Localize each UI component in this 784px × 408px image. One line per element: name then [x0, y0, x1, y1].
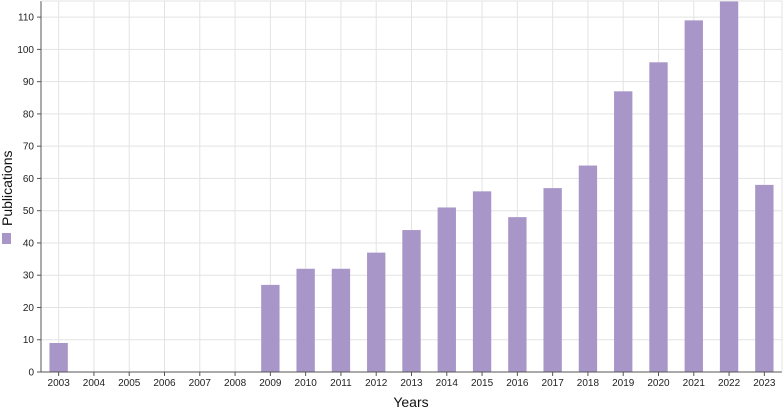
y-tick-label: 100	[17, 45, 34, 56]
y-tick-label: 40	[23, 238, 35, 249]
bar-2022	[719, 1, 739, 372]
x-tick-label: 2019	[612, 378, 635, 389]
bar-2016	[508, 217, 527, 372]
x-tick-label: 2020	[647, 378, 670, 389]
bar-2013	[402, 230, 421, 372]
x-tick-label: 2014	[436, 378, 459, 389]
x-tick-label: 2007	[189, 378, 212, 389]
bar-2010	[296, 268, 315, 372]
y-tick-label: 30	[23, 271, 35, 282]
y-tick-label: 70	[23, 142, 35, 153]
bar-2021	[684, 20, 703, 373]
x-tick-label: 2012	[365, 378, 388, 389]
legend-label: Publications	[0, 151, 15, 227]
axes	[37, 0, 783, 376]
bar-2009	[261, 284, 280, 372]
bar-2017	[543, 188, 562, 372]
legend-swatch	[2, 233, 11, 244]
x-tick-label: 2022	[718, 378, 741, 389]
x-tick-labels: 2003 2004 2005 2006 2007 2008 2009 2010 2011 2012…	[48, 378, 776, 389]
y-tick-label: 10	[23, 335, 35, 346]
bar-2020	[649, 62, 668, 372]
x-tick-label: 2010	[295, 378, 318, 389]
bar-2015	[472, 191, 492, 372]
x-axis-title: Years	[393, 394, 428, 408]
x-tick-label: 2005	[118, 378, 141, 389]
x-tick-label: 2004	[83, 378, 106, 389]
x-tick-label: 2009	[259, 378, 282, 389]
y-tick-label: 90	[23, 77, 35, 88]
x-tick-label: 2006	[153, 378, 176, 389]
y-tick-label: 80	[23, 109, 35, 120]
bar-2018	[578, 165, 598, 372]
bar-2023	[755, 184, 774, 372]
x-tick-label: 2008	[224, 378, 247, 389]
x-tick-label: 2011	[330, 378, 352, 389]
x-tick-label: 2018	[577, 378, 600, 389]
y-tick-label: 50	[23, 206, 35, 217]
x-tick-label: 2003	[48, 378, 71, 389]
y-tick-label: 110	[18, 13, 34, 24]
bars	[49, 1, 774, 373]
x-tick-label: 2021	[683, 378, 706, 389]
x-tick-label: 2016	[506, 378, 529, 389]
x-tick-label: 2013	[400, 378, 423, 389]
x-tick-label: 2017	[542, 378, 565, 389]
bar-2003	[49, 342, 68, 372]
x-tick-label: 2023	[753, 378, 776, 389]
y-tick-label: 60	[23, 174, 35, 185]
bar-2012	[367, 252, 386, 372]
x-tick-label: 2015	[471, 378, 494, 389]
y-tick-label: 20	[23, 303, 35, 314]
bar-2014	[437, 207, 456, 372]
y-tick-label: 0	[28, 368, 34, 379]
bar-2011	[331, 268, 351, 372]
bar-2019	[614, 91, 633, 372]
y-tick-labels: 0 10 20 30 40 50 60 70 80 90 100 110	[17, 13, 34, 379]
legend: Publications	[0, 151, 15, 244]
